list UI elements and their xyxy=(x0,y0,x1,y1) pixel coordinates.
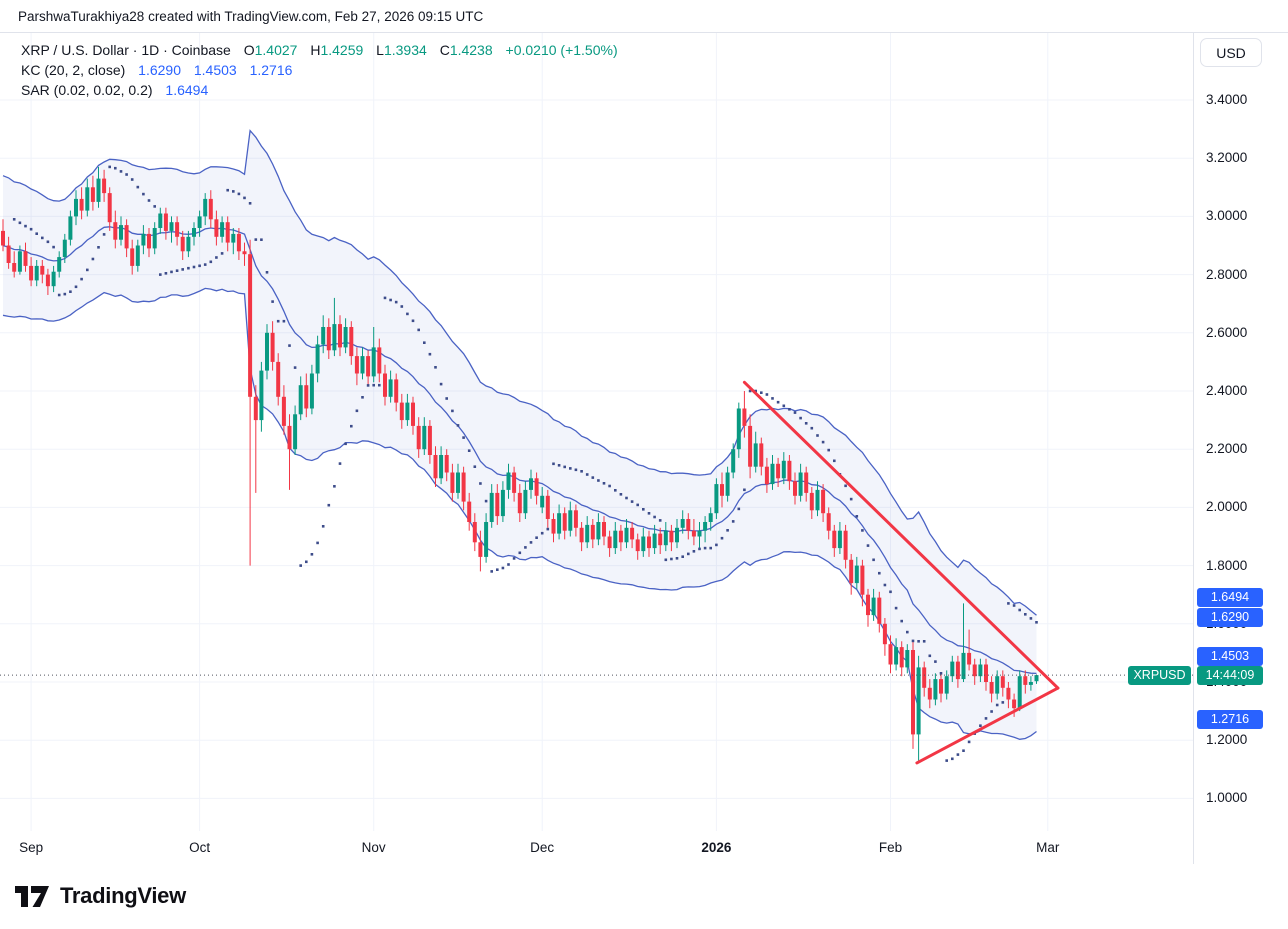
kc-basis-badge: 1.4503 xyxy=(1197,646,1263,666)
low-value: 1.3934 xyxy=(383,42,427,58)
price-tick-label: 3.4000 xyxy=(1206,92,1248,107)
time-axis[interactable]: Sep Oct Nov Dec 2026 Feb Mar xyxy=(0,831,1193,865)
tradingview-logo-icon xyxy=(15,885,49,907)
price-tick-label: 1.8000 xyxy=(1206,557,1248,573)
tradingview-logo-text: TradingView xyxy=(60,883,186,908)
price-tick-label: 3.2000 xyxy=(1206,150,1248,166)
kc-basis-value: 1.4503 xyxy=(193,62,237,78)
price-tick-label: 2.6000 xyxy=(1206,324,1248,340)
symbol-title: XRP / U.S. Dollar · 1D · Coinbase xyxy=(21,42,231,58)
grid xyxy=(0,33,1193,831)
time-tick-label: Sep xyxy=(19,840,44,855)
bar-countdown-badge: 14:44:09 xyxy=(1197,665,1263,685)
change-value: +0.0210 (+1.50%) xyxy=(505,42,618,58)
high-label: H xyxy=(310,42,321,58)
tradingview-logo-link[interactable]: TradingView xyxy=(15,883,186,909)
close-value: 1.4238 xyxy=(449,42,493,58)
symbol-price-flag: XRPUSD xyxy=(1128,665,1191,685)
open-label: O xyxy=(243,42,255,58)
keltner-channel xyxy=(2,129,1037,740)
price-chart-canvas[interactable] xyxy=(0,33,1193,865)
high-value: 1.4259 xyxy=(320,42,364,58)
time-tick-label: Mar xyxy=(1036,840,1060,855)
price-axis[interactable]: USD 3.4000 3.2000 3.0000 2.8000 2.6000 2.4000… xyxy=(1193,33,1288,865)
kc-indicator-title: KC (20, 2, close) xyxy=(21,62,126,78)
price-tick-label: 1.0000 xyxy=(1206,790,1248,806)
open-value: 1.4027 xyxy=(254,42,298,58)
price-tick-label: 2.0000 xyxy=(1206,499,1248,515)
price-tick-label: 3.0000 xyxy=(1206,208,1248,224)
kc-legend-row: KC (20, 2, close) 1.6290 1.4503 1.2716 xyxy=(21,60,618,80)
currency-toggle-button[interactable]: USD xyxy=(1200,38,1262,67)
low-label: L xyxy=(376,42,384,58)
sar-legend-row: SAR (0.02, 0.02, 0.2) 1.6494 xyxy=(21,80,618,100)
time-tick-label: Feb xyxy=(878,840,903,855)
time-tick-label: Nov xyxy=(361,840,386,855)
price-tick-label: 1.2000 xyxy=(1206,732,1248,748)
sar-indicator-title: SAR (0.02, 0.02, 0.2) xyxy=(21,82,153,98)
parabolic-sar-dots xyxy=(12,165,1038,762)
kc-lower-value: 1.2716 xyxy=(249,62,293,78)
footer: TradingView xyxy=(0,864,1288,929)
kc-upper-value: 1.6290 xyxy=(138,62,181,78)
symbol-legend-row: XRP / U.S. Dollar · 1D · Coinbase O1.402… xyxy=(21,40,618,60)
price-tick-label: 2.4000 xyxy=(1206,383,1248,398)
chart-legend: XRP / U.S. Dollar · 1D · Coinbase O1.402… xyxy=(21,40,618,100)
sar-value: 1.6494 xyxy=(165,82,209,98)
triangle-pattern-drawing[interactable] xyxy=(742,380,1060,765)
price-tick-label: 2.2000 xyxy=(1206,441,1248,457)
close-label: C xyxy=(439,42,450,58)
sar-last-value-badge: 1.6494 xyxy=(1197,587,1263,607)
chart-widget: XRP / U.S. Dollar · 1D · Coinbase O1.402… xyxy=(0,32,1288,866)
time-tick-label: 2026 xyxy=(701,840,732,855)
attribution-text: ParshwaTurakhiya28 created with TradingV… xyxy=(18,9,484,24)
candlesticks xyxy=(1,166,1039,761)
price-tick-label: 2.8000 xyxy=(1206,266,1248,282)
kc-upper-badge: 1.6290 xyxy=(1197,607,1263,627)
time-tick-label: Dec xyxy=(530,840,555,855)
kc-lower-badge: 1.2716 xyxy=(1197,709,1263,729)
time-tick-label: Oct xyxy=(189,840,211,855)
